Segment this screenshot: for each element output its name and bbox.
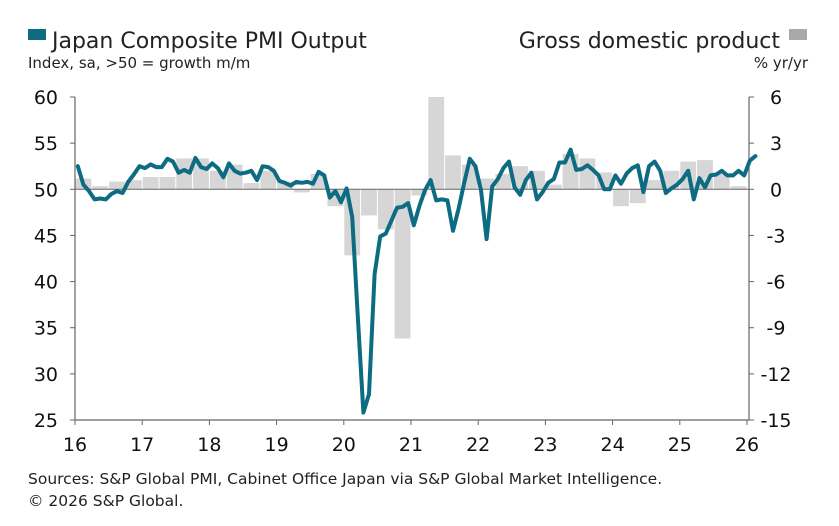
right-tick-label-6: 6 <box>770 87 782 109</box>
gdp-legend-title: Gross domestic product <box>519 29 781 54</box>
pmi-legend-swatch <box>28 29 46 40</box>
x-tick-label-19: 19 <box>265 434 289 456</box>
gdp-bar-2025Q4 <box>730 186 747 190</box>
gdp-bar-2024Q1 <box>613 189 629 207</box>
gdp-bar-2017Q4 <box>193 158 209 190</box>
gdp-bar-2025Q3 <box>713 173 730 190</box>
gdp-bar-2019Q1 <box>277 181 293 190</box>
x-tick-label-23: 23 <box>533 434 557 456</box>
x-tick-label-16: 16 <box>63 434 87 456</box>
x-tick-label-22: 22 <box>466 434 490 456</box>
right-tick-label-3: 3 <box>770 133 782 155</box>
gdp-bar-2016Q4 <box>125 180 142 190</box>
gdp-bar-2017Q1 <box>142 177 159 190</box>
gdp-bar-2021Q3 <box>445 155 461 190</box>
gdp-bar-2020Q2 <box>361 189 377 216</box>
gdp-bar-2021Q1 <box>411 189 428 196</box>
left-tick-label-40: 40 <box>34 272 58 294</box>
left-tick-label-45: 45 <box>34 225 58 247</box>
pmi-legend-title: Japan Composite PMI Output <box>50 29 367 54</box>
right-tick-label--15: -15 <box>760 410 791 432</box>
right-tick-label--9: -9 <box>767 318 786 340</box>
source-note: Sources: S&P Global PMI, Cabinet Office … <box>28 470 663 488</box>
gdp-legend-subtitle: % yr/yr <box>754 54 809 72</box>
x-axis-ticks: 16 17 18 19 20 21 22 23 24 25 26 <box>63 420 759 456</box>
left-tick-label-30: 30 <box>34 364 58 386</box>
pmi-series-line <box>75 147 758 415</box>
right-axis-ticks: 6 3 0 -3 -6 -9 -12 -15 <box>749 87 792 432</box>
gdp-bar-2016Q2 <box>92 186 109 190</box>
right-tick-label--12: -12 <box>760 364 791 386</box>
gdp-bar-2020Q3 <box>377 189 394 230</box>
gdp-bar-2018Q4 <box>260 170 277 190</box>
copyright-note: © 2026 S&P Global. <box>28 492 184 510</box>
left-axis-ticks: 60 55 50 45 40 35 30 25 <box>34 87 75 432</box>
gdp-legend-swatch <box>789 29 807 40</box>
gdp-bar-2021Q2 <box>428 97 445 190</box>
gdp-bar-2020Q4 <box>394 189 411 339</box>
x-tick-label-21: 21 <box>399 434 423 456</box>
gdp-bar-2024Q3 <box>646 180 663 190</box>
x-tick-label-17: 17 <box>130 434 154 456</box>
x-tick-label-25: 25 <box>668 434 692 456</box>
x-tick-label-18: 18 <box>197 434 221 456</box>
right-tick-label--6: -6 <box>767 272 786 294</box>
left-tick-label-25: 25 <box>34 410 58 432</box>
gdp-bar-2017Q3 <box>176 158 193 190</box>
gdp-bar-2017Q2 <box>159 177 176 190</box>
gdp-bar-2023Q1 <box>545 184 562 190</box>
gdp-bar-2023Q3 <box>579 158 596 190</box>
left-tick-label-50: 50 <box>34 179 58 201</box>
left-tick-label-60: 60 <box>34 87 58 109</box>
left-tick-label-35: 35 <box>34 318 58 340</box>
x-tick-label-20: 20 <box>332 434 356 456</box>
gdp-bar-2018Q3 <box>243 183 260 190</box>
gdp-bar-2022Q1 <box>478 178 495 190</box>
x-tick-label-26: 26 <box>735 434 759 456</box>
right-tick-label-0: 0 <box>770 179 782 201</box>
gdp-bar-2016Q3 <box>109 181 125 190</box>
x-tick-label-24: 24 <box>601 434 625 456</box>
axes <box>74 97 750 421</box>
right-tick-label--3: -3 <box>767 225 786 247</box>
pmi-legend-subtitle: Index, sa, >50 = growth m/m <box>28 54 250 72</box>
left-tick-label-55: 55 <box>34 133 58 155</box>
gdp-bar-2019Q2 <box>293 189 310 193</box>
